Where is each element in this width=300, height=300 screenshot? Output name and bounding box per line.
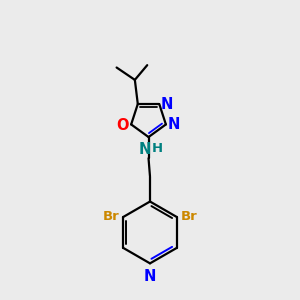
Text: N: N — [139, 142, 151, 157]
Text: Br: Br — [103, 211, 120, 224]
Text: N: N — [168, 117, 180, 132]
Text: N: N — [161, 97, 173, 112]
Text: Br: Br — [180, 211, 197, 224]
Text: H: H — [152, 142, 163, 155]
Text: O: O — [116, 118, 129, 133]
Text: N: N — [144, 269, 156, 284]
